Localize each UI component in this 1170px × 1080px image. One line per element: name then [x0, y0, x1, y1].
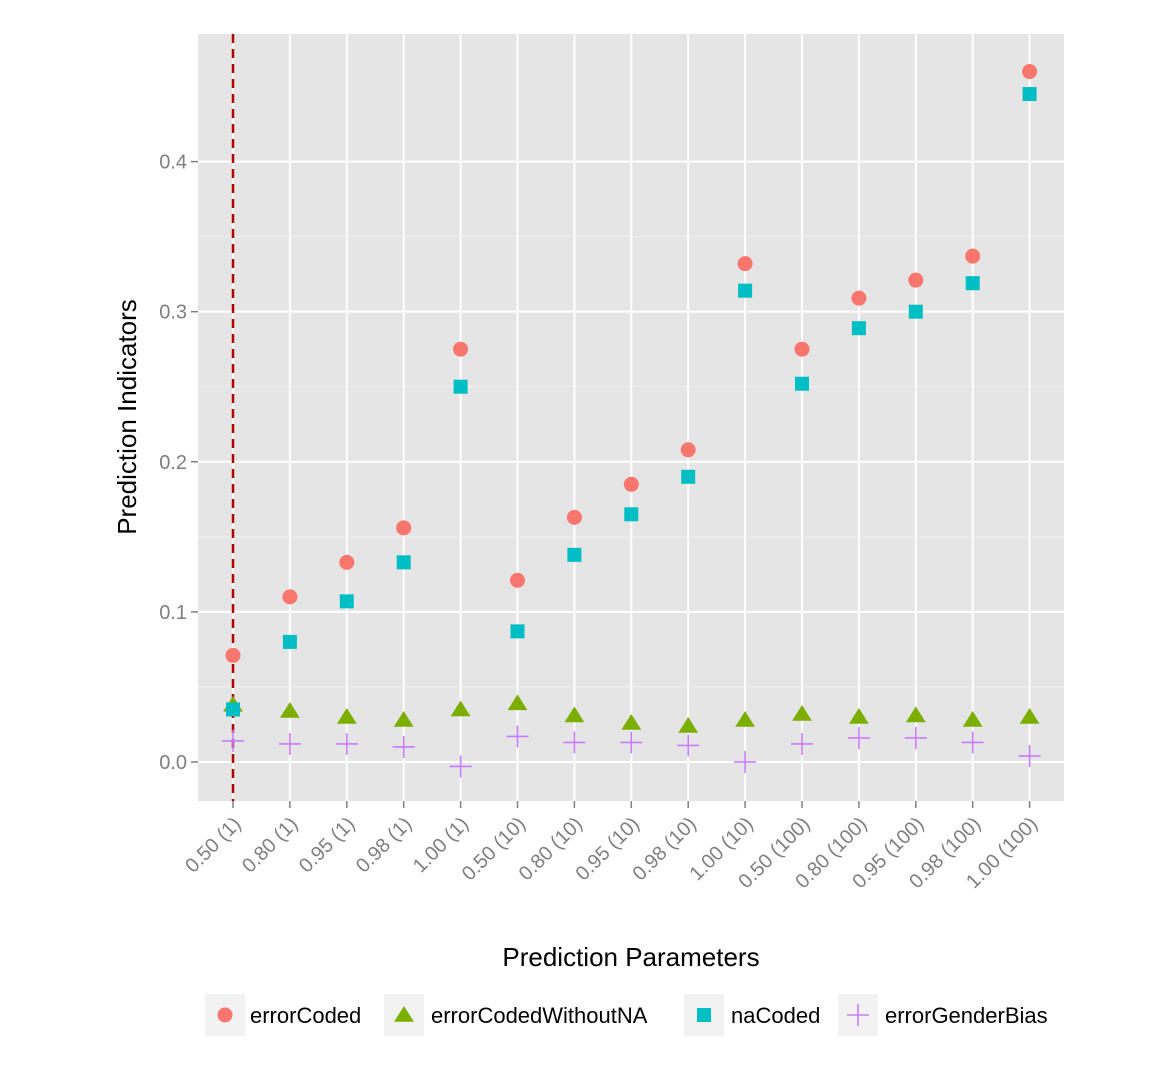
naCoded-point: [339, 594, 354, 609]
errorCodedWithoutNA-point: [1019, 707, 1040, 724]
errorGenderBias-legend-marker: [847, 1004, 869, 1026]
errorGenderBias-point: [278, 732, 301, 755]
naCoded-legend-marker: [697, 1008, 711, 1022]
errorCoded-point: [225, 647, 241, 663]
errorCoded-point: [737, 256, 753, 272]
naCoded-point: [510, 624, 525, 639]
data-points: [222, 64, 1041, 778]
errorCoded-point: [794, 341, 810, 357]
errorCodedWithoutNA-point: [450, 700, 471, 717]
errorCodedWithoutNA-point: [280, 701, 300, 718]
errorCodedWithoutNA-point: [735, 710, 755, 727]
errorCoded-point: [396, 520, 412, 536]
y-tick-label: 0.4: [159, 152, 187, 174]
errorCodedWithoutNA-point: [621, 713, 642, 730]
errorGenderBias-point: [563, 731, 586, 754]
errorCoded-point: [510, 572, 525, 588]
errorCoded-point: [965, 248, 981, 264]
x-axis: 0.50 (1)0.80 (1)0.95 (1)0.98 (1)1.00 (1)…: [181, 801, 1042, 893]
naCoded-point: [624, 507, 639, 522]
x-tick-label: 0.50 (1): [181, 813, 245, 877]
errorCodedWithoutNA-point: [393, 710, 414, 727]
y-axis: 0.0 0.1 0.2 0.3 0.4: [159, 152, 198, 774]
errorCodedWithoutNA-legend-marker: [394, 1006, 414, 1022]
errorCodedWithoutNA-point: [792, 704, 812, 721]
errorGenderBias-point: [392, 735, 415, 758]
y-tick-label: 0.3: [159, 302, 187, 324]
errorGenderBias-point: [620, 731, 643, 754]
naCoded-point: [681, 469, 696, 484]
naCoded-point: [567, 547, 582, 562]
naCoded-point: [453, 379, 468, 394]
y-axis-title: Prediction Indicators: [112, 299, 142, 535]
y-tick-label: 0.0: [159, 752, 187, 774]
x-axis-title: Prediction Parameters: [502, 942, 759, 972]
errorCoded-point: [623, 476, 639, 492]
errorCoded-point: [566, 509, 582, 525]
errorCodedWithoutNA-point: [849, 707, 869, 724]
naCoded-point: [1022, 87, 1037, 102]
naCoded-point: [851, 321, 866, 336]
errorGenderBias-point: [1018, 744, 1041, 767]
errorCoded-point: [339, 554, 355, 570]
naCoded-point: [396, 555, 411, 570]
naCoded-point: [908, 304, 923, 319]
errorGenderBias-point: [734, 750, 757, 773]
errorGenderBias-point: [791, 732, 813, 755]
x-tick-label: 0.98 (1): [352, 813, 416, 877]
errorGenderBias-point: [677, 734, 700, 757]
x-tick-label: 0.95 (1): [295, 813, 359, 877]
errorCodedWithoutNA-point: [678, 716, 699, 733]
errorGenderBias-point: [335, 732, 358, 755]
errorCodedWithoutNA-point: [336, 707, 357, 724]
errorCoded-point: [282, 589, 298, 605]
errorGenderBias-point: [449, 755, 472, 778]
errorCoded-point: [1022, 64, 1038, 80]
legend-label: naCoded: [731, 1003, 820, 1028]
errorGenderBias-point: [961, 731, 984, 754]
errorCodedWithoutNA-point: [905, 706, 926, 723]
errorCodedWithoutNA-point: [962, 710, 983, 727]
errorCodedWithoutNA-point: [507, 694, 528, 711]
naCoded-point: [795, 376, 809, 391]
legend-label: errorGenderBias: [885, 1003, 1048, 1028]
legend-label: errorCodedWithoutNA: [431, 1003, 648, 1028]
errorCoded-point: [851, 290, 867, 306]
naCoded-point: [226, 702, 240, 717]
errorGenderBias-point: [222, 729, 244, 752]
naCoded-point: [282, 634, 297, 649]
errorCoded-legend-marker: [217, 1007, 233, 1023]
errorCodedWithoutNA-point: [564, 706, 585, 723]
errorGenderBias-point: [847, 726, 870, 749]
x-tick-label: 0.80 (1): [238, 813, 302, 877]
errorCoded-point: [453, 341, 469, 357]
legend: errorCoded errorCodedWithoutNA naCoded erro…: [205, 994, 1048, 1036]
errorGenderBias-point: [506, 725, 529, 748]
naCoded-point: [738, 283, 753, 298]
errorGenderBias-point: [904, 726, 927, 749]
errorCoded-point: [908, 272, 924, 288]
legend-label: errorCoded: [250, 1003, 361, 1028]
y-tick-label: 0.2: [159, 452, 187, 474]
errorCoded-point: [680, 442, 696, 458]
naCoded-point: [965, 276, 980, 291]
y-tick-label: 0.1: [159, 602, 187, 624]
